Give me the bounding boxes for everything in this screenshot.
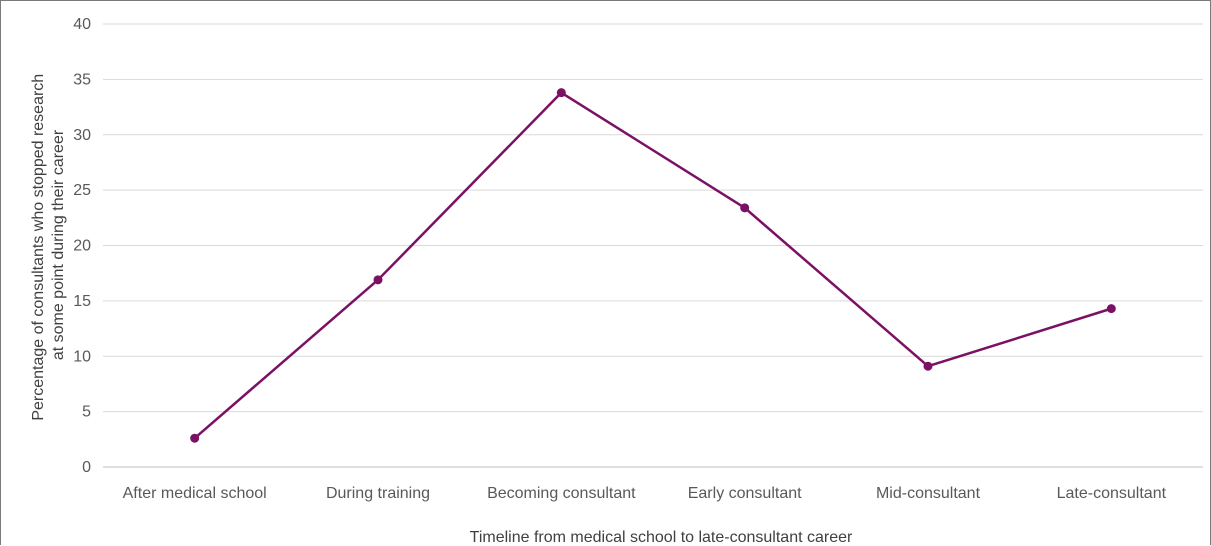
y-axis-title-line-2: at some point during their career [50, 129, 67, 360]
y-tick-label: 0 [82, 459, 91, 476]
y-axis-title: Percentage of consultants who stopped re… [30, 69, 67, 420]
x-tick-label: Becoming consultant [487, 485, 636, 502]
y-tick-label: 10 [73, 348, 91, 365]
data-point [740, 203, 750, 213]
x-tick-label: During training [326, 485, 430, 502]
x-tick-label: After medical school [123, 485, 267, 502]
y-tick-labels: 0 5 10 15 20 25 30 35 40 [73, 16, 91, 476]
y-tick-label: 25 [73, 182, 91, 199]
x-axis-title: Timeline from medical school to late-con… [470, 529, 853, 546]
gridlines [103, 23, 1203, 468]
series-layer [190, 88, 1116, 443]
data-point [373, 275, 383, 285]
y-tick-label: 5 [82, 404, 91, 421]
y-tick-label: 20 [73, 238, 91, 255]
data-point [1106, 304, 1116, 314]
x-tick-label: Early consultant [688, 485, 802, 502]
data-point [190, 433, 200, 443]
y-tick-label: 15 [73, 293, 91, 310]
y-tick-label: 30 [73, 127, 91, 144]
x-tick-label: Late-consultant [1057, 485, 1167, 502]
data-point [556, 88, 566, 98]
x-tick-label: Mid-consultant [876, 485, 981, 502]
series-line [193, 91, 1112, 440]
y-axis-title-line-1: Percentage of consultants who stopped re… [30, 74, 47, 421]
y-tick-label: 35 [73, 71, 91, 88]
y-tick-label: 40 [73, 16, 91, 33]
data-point [923, 361, 933, 371]
x-tick-labels: After medical school During training Becom… [123, 485, 1167, 502]
